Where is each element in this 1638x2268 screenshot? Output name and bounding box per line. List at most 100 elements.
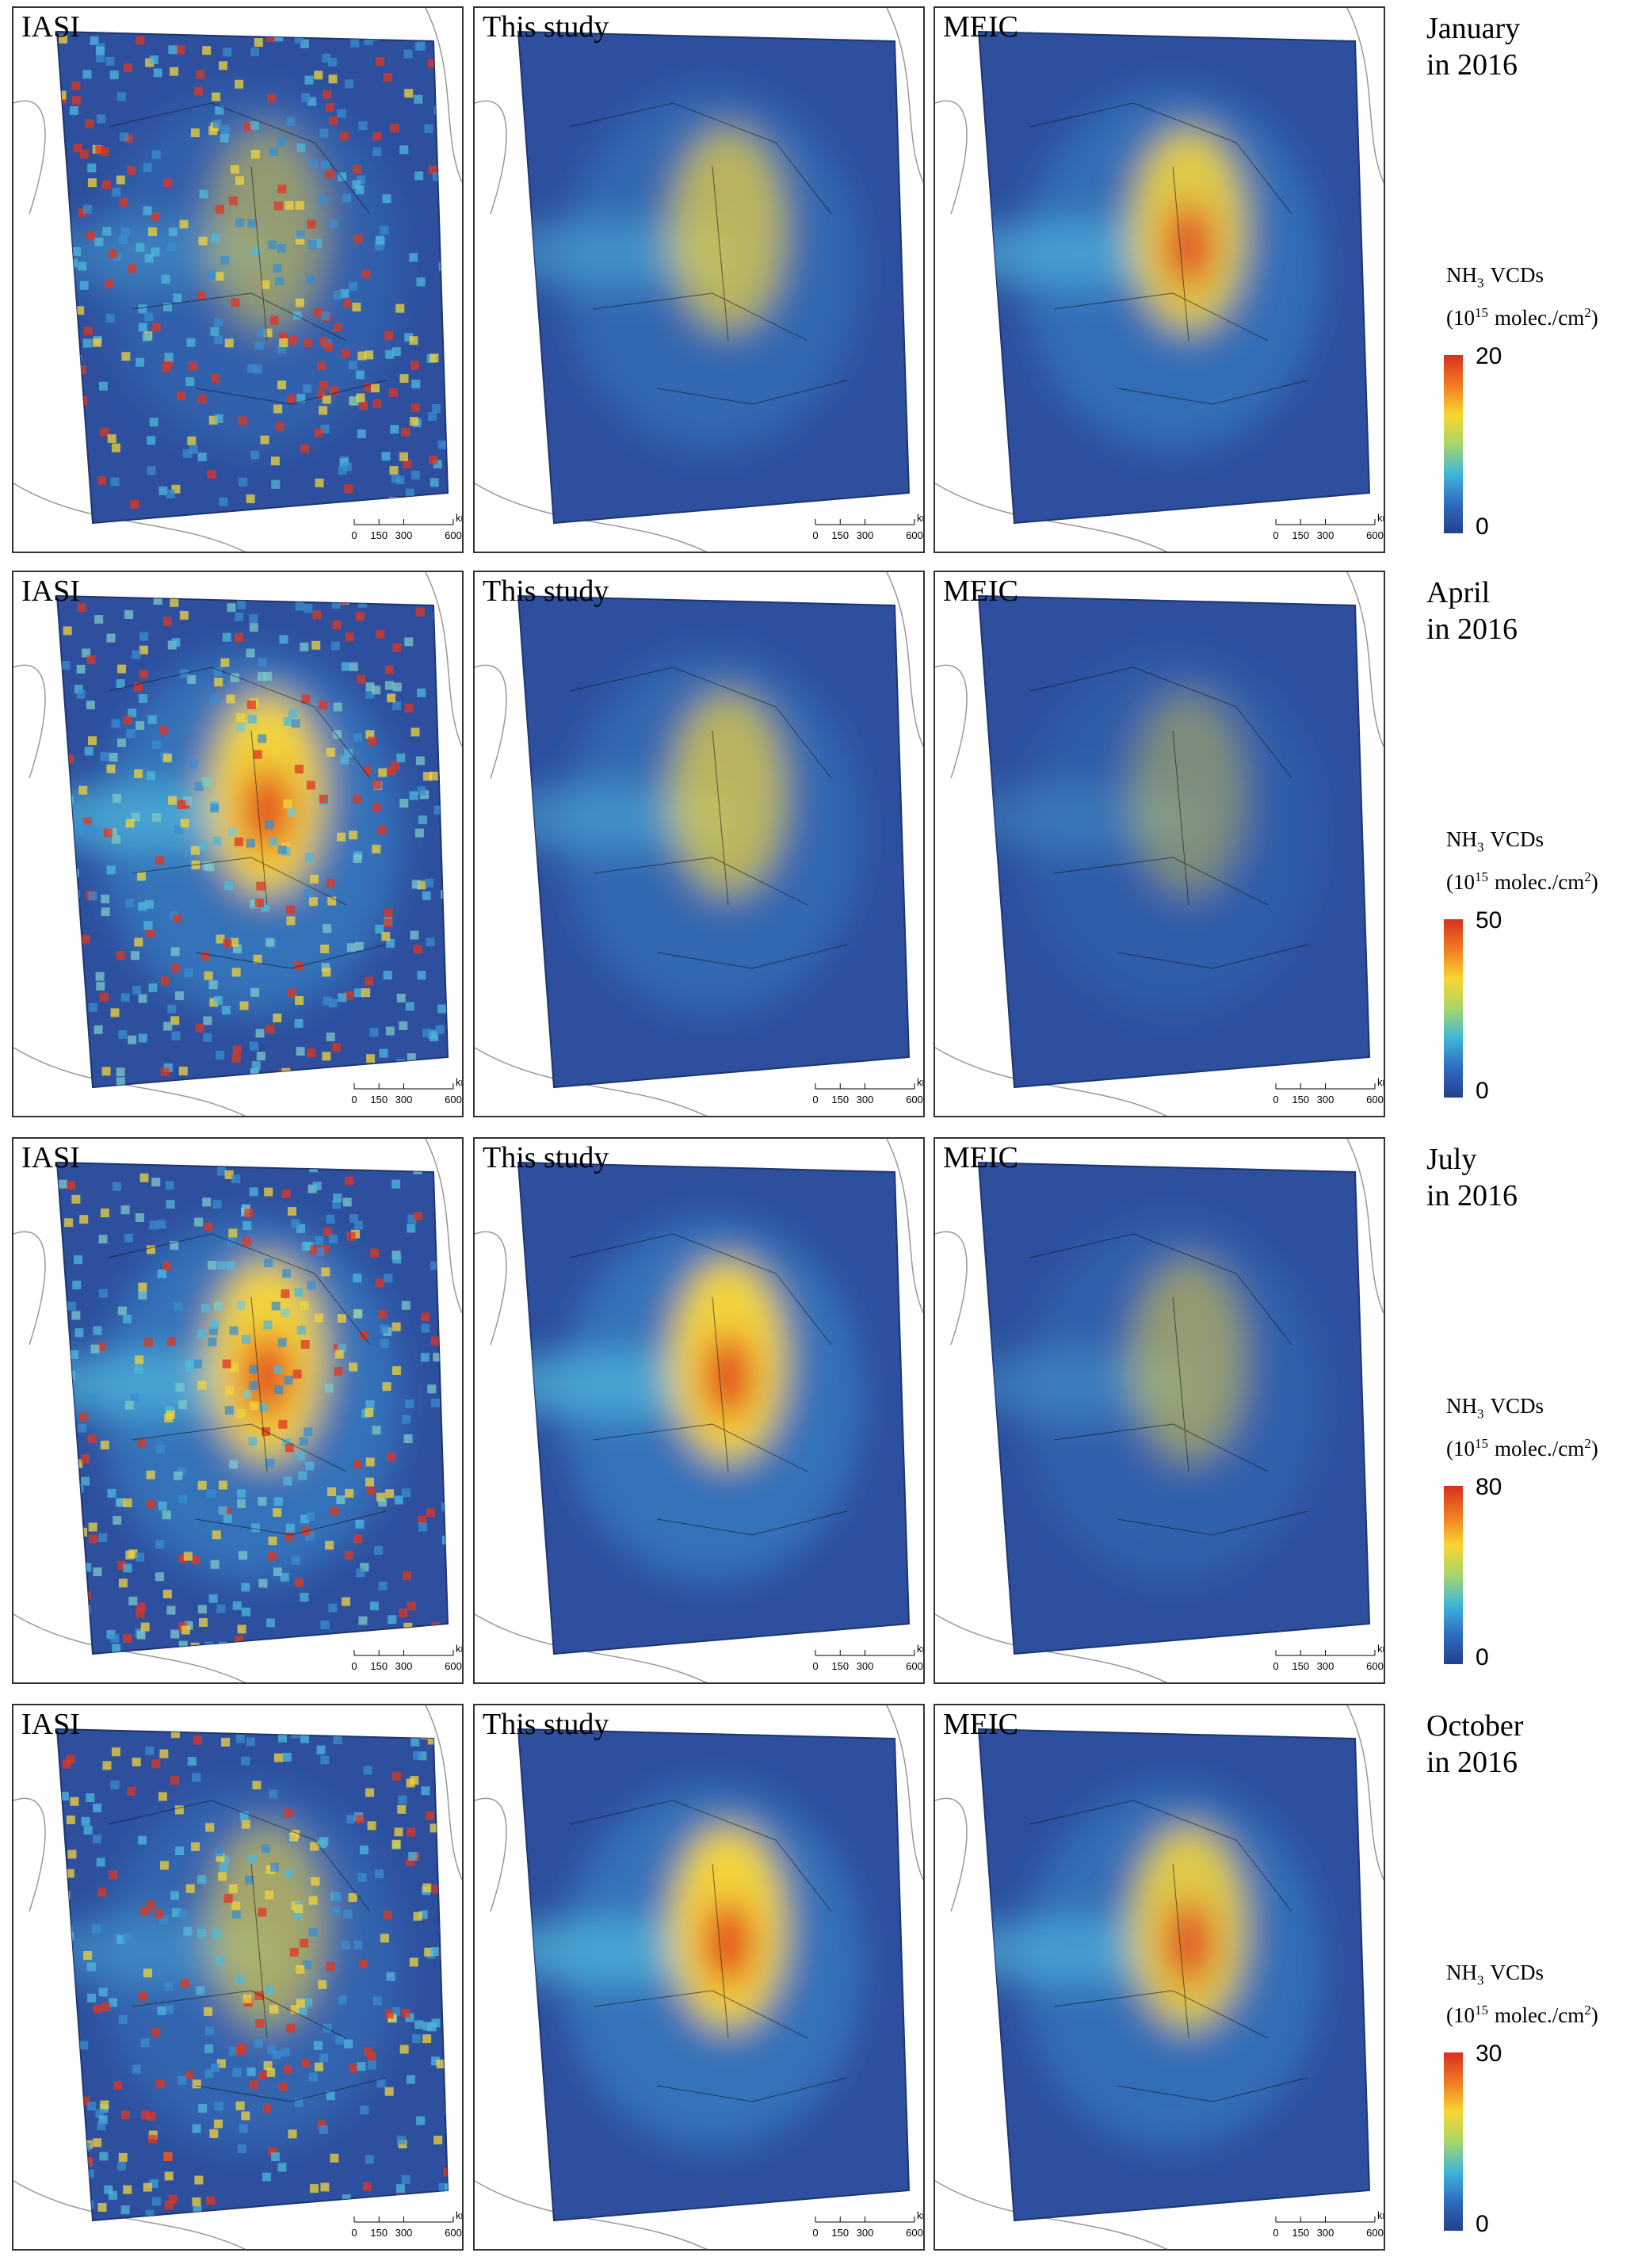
- pixel: [204, 1222, 213, 1231]
- colorbar-max: 20: [1476, 343, 1502, 369]
- pixel: [204, 2044, 214, 2053]
- pixel: [291, 1556, 300, 1565]
- pixel: [320, 944, 330, 953]
- pixel: [82, 70, 92, 79]
- pixel: [303, 384, 312, 393]
- pixel: [162, 1262, 172, 1271]
- pixel: [310, 2184, 319, 2194]
- pixel: [222, 632, 231, 642]
- pixel: [160, 1861, 170, 1870]
- pixel: [333, 290, 342, 300]
- pixel: [78, 262, 87, 271]
- pixel: [166, 1606, 176, 1615]
- pixel: [213, 1301, 223, 1311]
- map-panel: 0150300600kmMEIC: [934, 571, 1385, 1117]
- pixel: [392, 1254, 402, 1264]
- pixel: [376, 1492, 385, 1502]
- pixel: [67, 1579, 77, 1588]
- hotspots: [57, 1729, 448, 2220]
- pixel: [178, 1494, 188, 1503]
- pixel: [350, 395, 360, 405]
- pixel: [123, 716, 132, 725]
- pixel: [288, 2129, 297, 2139]
- pixel: [307, 220, 316, 229]
- pixel: [338, 993, 347, 1002]
- pixel: [304, 338, 313, 347]
- pixel: [322, 968, 331, 977]
- pixel: [357, 2062, 366, 2071]
- panel-label: IASI: [21, 1141, 80, 1174]
- pixel: [390, 425, 399, 434]
- pixel: [294, 1018, 304, 1028]
- pixel: [355, 185, 365, 195]
- pixel: [319, 2053, 329, 2063]
- pixel: [348, 830, 357, 840]
- scale-label: 600: [1366, 1094, 1384, 1105]
- pixel: [422, 1883, 432, 1892]
- pixel: [291, 1219, 300, 1228]
- pixel: [108, 827, 117, 837]
- pixel: [361, 269, 371, 279]
- pixel: [353, 733, 363, 743]
- pixel: [331, 600, 341, 609]
- pixel: [101, 894, 110, 903]
- coast: [13, 8, 462, 552]
- text: ): [1590, 306, 1598, 330]
- legend-title: NH3 VCDs (1015 molec./cm2): [1446, 1391, 1598, 1464]
- pixel: [216, 1853, 225, 1862]
- pixel: [236, 712, 246, 722]
- pixel: [410, 727, 420, 737]
- pixel: [231, 1174, 241, 1184]
- pixel: [396, 1059, 406, 1068]
- pixel: [212, 1929, 221, 1938]
- pixel: [69, 889, 78, 899]
- pixel: [204, 1641, 214, 1651]
- pixel: [422, 2022, 432, 2031]
- text: 2: [1584, 1436, 1591, 1452]
- pixel: [102, 227, 112, 236]
- pixel: [418, 1910, 428, 1919]
- pixel: [326, 2091, 335, 2101]
- pixel: [345, 632, 354, 642]
- pixel: [375, 1278, 384, 1288]
- pixel: [292, 311, 302, 320]
- pixel: [322, 53, 331, 63]
- pixel: [192, 2124, 201, 2133]
- pixel: [112, 834, 121, 844]
- pixel: [266, 2068, 276, 2077]
- pixel: [418, 1515, 427, 1525]
- scale-bar: 0150300600km: [1273, 2209, 1384, 2239]
- pixel: [443, 2167, 448, 2177]
- scale-label: 150: [831, 1660, 849, 1672]
- pixel: [74, 1328, 84, 1338]
- pixel: [216, 1604, 226, 1613]
- pixel: [85, 119, 94, 128]
- pixel: [143, 206, 152, 216]
- pixel: [227, 1237, 236, 1247]
- pixel: [151, 740, 161, 750]
- pixel: [284, 716, 293, 726]
- pixel: [116, 175, 125, 185]
- pixel: [224, 1385, 234, 1395]
- pixel: [246, 364, 256, 373]
- pixel: [215, 105, 224, 115]
- pixel: [421, 1323, 430, 1333]
- pixel: [315, 1247, 325, 1257]
- pixel: [408, 1851, 418, 1861]
- pixel: [98, 381, 108, 391]
- pixel: [163, 178, 173, 188]
- pixel: [427, 1384, 437, 1394]
- pixel: [404, 637, 414, 647]
- pixel: [197, 1480, 207, 1490]
- pixel: [116, 1077, 125, 1086]
- pixel: [321, 311, 330, 321]
- pixel: [76, 689, 86, 699]
- pixel: [139, 693, 148, 703]
- pixel: [333, 323, 342, 333]
- pixel: [127, 166, 136, 175]
- pixel: [283, 799, 292, 808]
- pixel: [353, 1460, 362, 1469]
- pixel: [249, 623, 258, 632]
- pixel: [78, 785, 88, 795]
- text: molec./cm: [1495, 2003, 1585, 2028]
